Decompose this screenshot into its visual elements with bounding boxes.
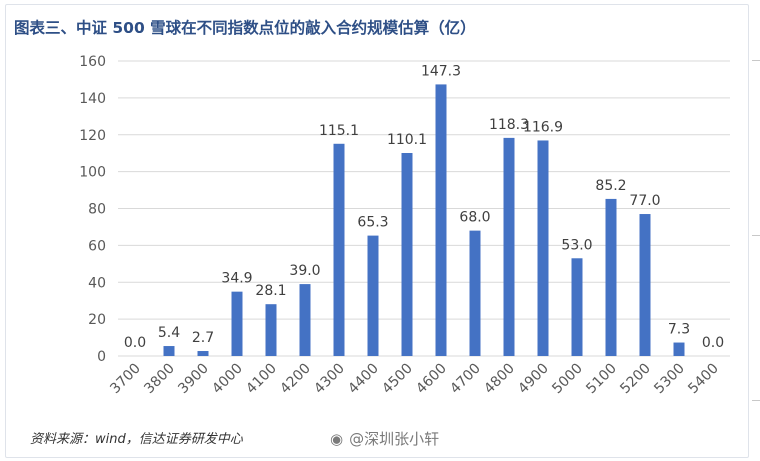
y-tick-label: 80 <box>88 202 106 218</box>
x-tick-label-5100: 5100 <box>583 361 620 398</box>
x-tick-label-5000: 5000 <box>549 361 586 398</box>
y-tick-label: 40 <box>88 275 106 291</box>
bar-4800 <box>503 137 515 356</box>
data-label-4300: 115.1 <box>319 123 359 139</box>
bar-4400 <box>367 235 379 356</box>
data-labels: 0.0 5.4 2.7 34.928.139.0 115.1 65.3 110.1 147.3… <box>124 63 724 351</box>
weibo-icon: ◉ <box>330 430 344 448</box>
bar-4100 <box>265 304 277 356</box>
edge-tick <box>752 60 760 61</box>
y-tick-label: 160 <box>79 54 106 70</box>
bar-5000 <box>571 258 583 356</box>
data-label-3800: 5.4 <box>158 325 180 341</box>
data-label-5200: 77.0 <box>629 193 660 209</box>
chart-title: 图表三、中证 500 雪球在不同指数点位的敲入合约规模估算（亿） <box>14 19 476 37</box>
y-tick-label: 120 <box>79 128 106 144</box>
data-label-3900: 2.7 <box>192 330 214 346</box>
bar-3900 <box>197 351 209 356</box>
bar-4000 <box>231 291 243 356</box>
x-tick-label-4000: 4000 <box>209 361 246 398</box>
x-tick-label-4600: 4600 <box>413 361 450 398</box>
y-tick-label: 100 <box>79 165 106 181</box>
data-label-5300: 7.3 <box>668 322 690 338</box>
data-label-4100: 28.1 <box>255 283 286 299</box>
edge-tick <box>752 400 760 401</box>
x-tick-label-5200: 5200 <box>617 361 654 398</box>
data-label-4000: 34.9 <box>221 271 252 287</box>
bar-4600 <box>435 84 447 357</box>
data-label-5400: 0.0 <box>702 335 724 351</box>
bar-5300 <box>673 342 685 356</box>
y-tick-label: 60 <box>88 238 106 254</box>
y-tick-label: 20 <box>88 312 106 328</box>
y-tick-label: 0 <box>97 349 106 365</box>
data-label-4400: 65.3 <box>357 215 388 231</box>
bar-5200 <box>639 214 651 356</box>
x-tick-label-4300: 4300 <box>311 361 348 398</box>
edge-tick <box>752 235 760 236</box>
bar-5100 <box>605 198 617 356</box>
x-tick-label-3700: 3700 <box>107 361 144 398</box>
bar-4300 <box>333 143 345 356</box>
bar-4900 <box>537 140 549 356</box>
data-label-3700: 0.0 <box>124 335 146 351</box>
source-note: 资料来源：wind，信达证券研发中心 <box>30 432 243 447</box>
x-tick-label-4100: 4100 <box>243 361 280 398</box>
x-tick-label-5300: 5300 <box>651 361 688 398</box>
y-axis-ticks: 0 20 40 60 80 100 120 140 160 <box>79 54 106 365</box>
x-tick-label-4900: 4900 <box>515 361 552 398</box>
data-label-4200: 39.0 <box>289 263 320 279</box>
x-tick-label-4400: 4400 <box>345 361 382 398</box>
data-label-4700: 68.0 <box>459 210 490 226</box>
data-label-4800: 118.3 <box>489 117 529 133</box>
x-tick-label-3800: 3800 <box>141 361 178 398</box>
data-label-4900: 116.9 <box>523 119 563 135</box>
data-label-5000: 53.0 <box>561 237 592 253</box>
bar-4500 <box>401 153 413 356</box>
x-axis-ticks: 3700380039004000410042004300440045004600… <box>107 361 722 398</box>
watermark-text: @深圳张小轩 <box>349 430 440 448</box>
bar-3800 <box>163 346 175 356</box>
data-label-5100: 85.2 <box>595 178 626 194</box>
x-tick-label-4800: 4800 <box>481 361 518 398</box>
bars <box>163 84 685 357</box>
x-tick-label-5400: 5400 <box>685 361 722 398</box>
chart-frame <box>5 4 749 458</box>
x-tick-label-4700: 4700 <box>447 361 484 398</box>
x-tick-label-3900: 3900 <box>175 361 212 398</box>
gridlines <box>118 60 730 357</box>
x-tick-label-4500: 4500 <box>379 361 416 398</box>
y-tick-label: 140 <box>79 91 106 107</box>
data-label-4600: 147.3 <box>421 63 461 79</box>
bar-4700 <box>469 230 481 356</box>
data-label-4500: 110.1 <box>387 132 427 148</box>
bar-4200 <box>299 284 311 356</box>
watermark: ◉ @深圳张小轩 <box>330 428 439 449</box>
x-tick-label-4200: 4200 <box>277 361 314 398</box>
